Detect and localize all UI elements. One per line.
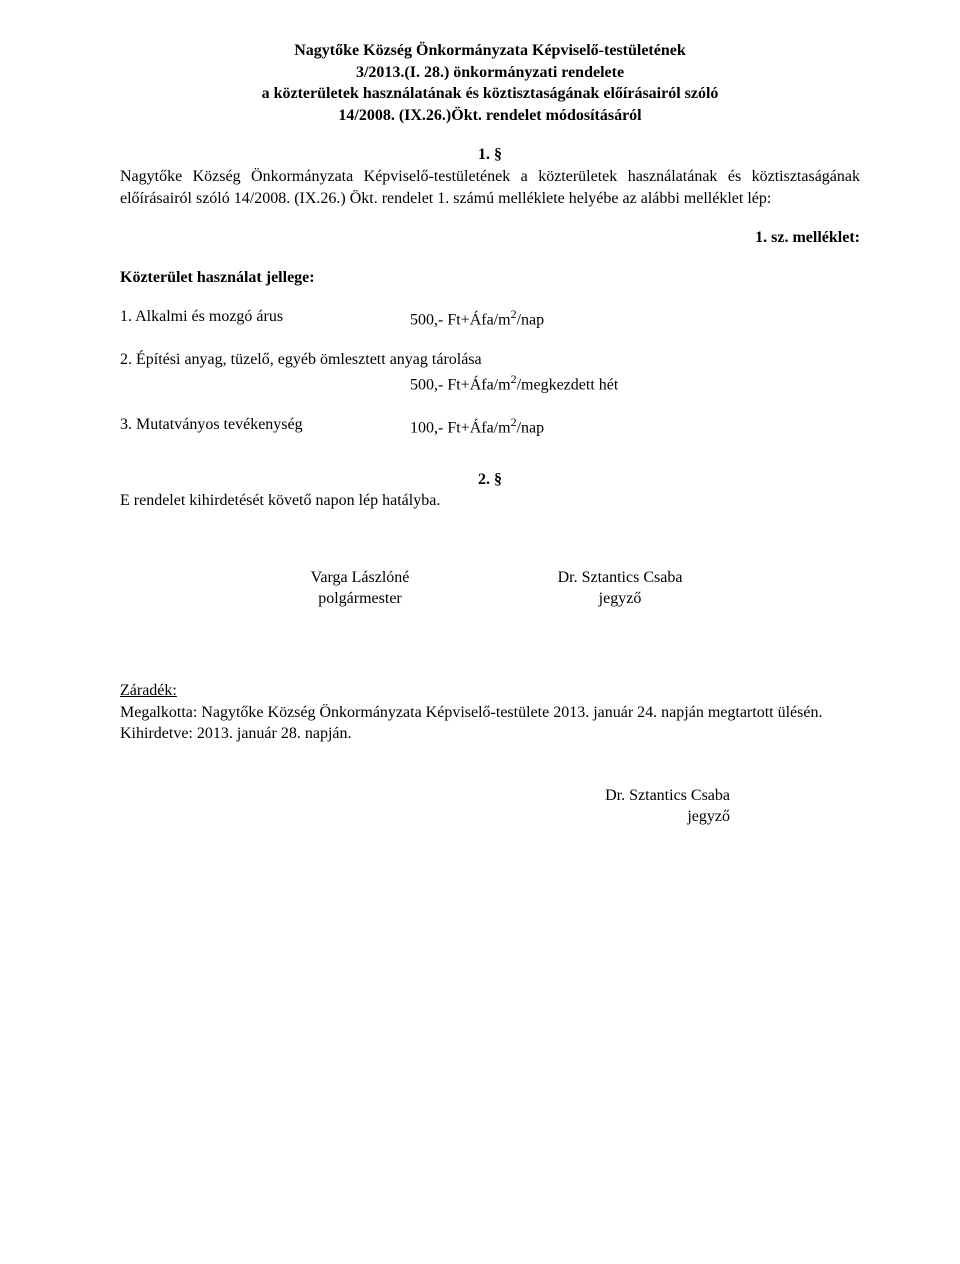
- item-1-value-pre: 500,- Ft+Áfa/m: [410, 312, 511, 329]
- section-1-text: Nagytőke Község Önkormányzata Képviselő-…: [120, 166, 860, 209]
- title-line-3: a közterületek használatának és köztiszt…: [120, 83, 860, 105]
- item-3-label: 3. Mutatványos tevékenység: [120, 414, 410, 439]
- signature-right-role: jegyző: [490, 588, 750, 610]
- item-2-value: 500,- Ft+Áfa/m2/megkezdett hét: [120, 371, 860, 396]
- item-3: 3. Mutatványos tevékenység 100,- Ft+Áfa/…: [120, 414, 860, 439]
- zaradek-line-1: Megalkotta: Nagytőke Község Önkormányzat…: [120, 704, 822, 721]
- title-line-1: Nagytőke Község Önkormányzata Képviselő-…: [120, 40, 860, 62]
- section-1-number: 1. §: [120, 144, 860, 166]
- document-title: Nagytőke Község Önkormányzata Képviselő-…: [120, 40, 860, 126]
- item-2-value-post: /megkezdett hét: [517, 376, 619, 393]
- item-3-value-pre: 100,- Ft+Áfa/m: [410, 419, 511, 436]
- final-signature-role: jegyző: [120, 806, 730, 828]
- section-2-text: E rendelet kihirdetését követő napon lép…: [120, 492, 440, 509]
- zaradek-heading: Záradék:: [120, 682, 177, 699]
- section-2: 2. § E rendelet kihirdetését követő napo…: [120, 469, 860, 512]
- title-line-4: 14/2008. (IX.26.)Ökt. rendelet módosítás…: [120, 105, 860, 127]
- item-2: 2. Építési anyag, tüzelő, egyéb ömleszte…: [120, 349, 860, 396]
- item-1: 1. Alkalmi és mozgó árus 500,- Ft+Áfa/m2…: [120, 306, 860, 331]
- item-2-value-pre: 500,- Ft+Áfa/m: [410, 376, 511, 393]
- section-2-number: 2. §: [120, 469, 860, 491]
- signature-left: Varga Lászlóné polgármester: [230, 567, 490, 610]
- signature-right-name: Dr. Sztantics Csaba: [490, 567, 750, 589]
- zaradek: Záradék: Megalkotta: Nagytőke Község Önk…: [120, 680, 860, 745]
- final-signature-name: Dr. Sztantics Csaba: [120, 785, 730, 807]
- signature-left-role: polgármester: [230, 588, 490, 610]
- title-line-2: 3/2013.(I. 28.) önkormányzati rendelete: [120, 62, 860, 84]
- item-3-value-post: /nap: [517, 419, 545, 436]
- signature-right: Dr. Sztantics Csaba jegyző: [490, 567, 750, 610]
- item-1-value: 500,- Ft+Áfa/m2/nap: [410, 306, 860, 331]
- melleklet-label: 1. sz. melléklet:: [120, 227, 860, 249]
- signature-left-name: Varga Lászlóné: [230, 567, 490, 589]
- item-1-label: 1. Alkalmi és mozgó árus: [120, 306, 410, 331]
- item-2-line1: 2. Építési anyag, tüzelő, egyéb ömleszte…: [120, 349, 860, 371]
- final-signature: Dr. Sztantics Csaba jegyző: [120, 785, 860, 828]
- jellege-heading: Közterület használat jellege:: [120, 267, 860, 289]
- item-1-value-post: /nap: [517, 312, 545, 329]
- item-3-value: 100,- Ft+Áfa/m2/nap: [410, 414, 860, 439]
- signatures: Varga Lászlóné polgármester Dr. Sztantic…: [120, 567, 860, 610]
- zaradek-line-2: Kihirdetve: 2013. január 28. napján.: [120, 725, 352, 742]
